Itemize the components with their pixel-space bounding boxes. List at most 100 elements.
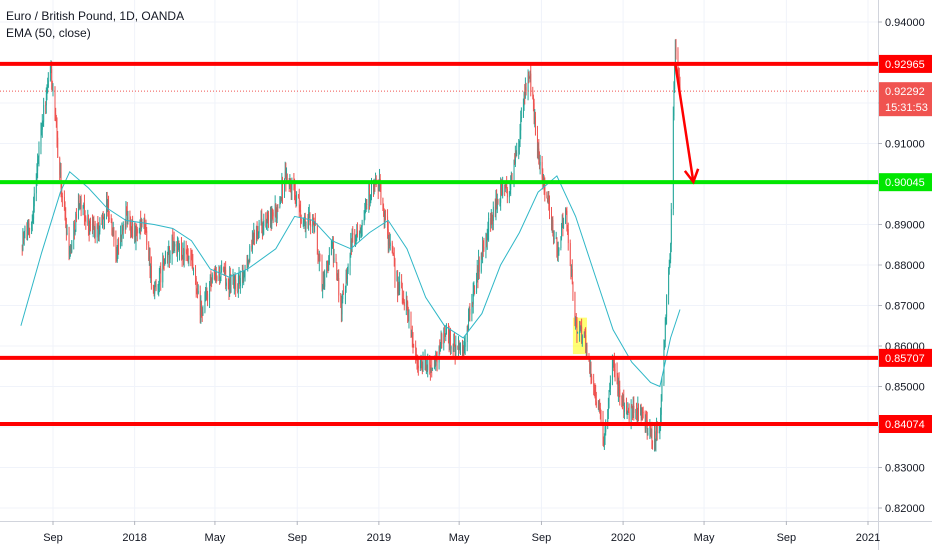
- candle-body: [84, 203, 85, 217]
- candle-body: [54, 87, 56, 114]
- candle-body: [186, 253, 188, 255]
- candle-body: [96, 225, 98, 238]
- candle-body: [388, 239, 390, 245]
- time-tick-label: 2018: [122, 532, 146, 544]
- candle-body: [468, 314, 470, 331]
- candle-body: [291, 179, 293, 191]
- candle-body: [411, 331, 413, 335]
- candle-body: [635, 409, 637, 414]
- candle-body: [195, 269, 197, 278]
- candle-body: [546, 195, 548, 199]
- candle-body: [234, 279, 236, 284]
- candle-body: [580, 326, 582, 329]
- candle-body: [632, 407, 633, 417]
- candle-body: [446, 329, 447, 335]
- horizontal-levels: 0.92965 0.90045 0.85707 0.84074: [0, 54, 932, 434]
- candle-body: [80, 198, 82, 209]
- candle-body: [463, 345, 465, 353]
- candle-body: [117, 243, 119, 251]
- candle-body: [183, 248, 185, 261]
- candle-body: [200, 305, 202, 316]
- arrow-head: [683, 168, 700, 185]
- candle-body: [23, 231, 25, 239]
- candle-body: [537, 135, 538, 153]
- candle-body: [93, 224, 95, 230]
- candle-body: [640, 410, 641, 414]
- price-tick-label: 0.82000: [885, 503, 925, 515]
- price-tick-label: 0.85000: [885, 382, 925, 394]
- candle-body: [561, 226, 563, 238]
- level-price-tag: [879, 54, 932, 73]
- candle-body: [303, 221, 305, 223]
- candle-body: [548, 196, 550, 205]
- indicator-label[interactable]: EMA (50, close): [6, 26, 91, 40]
- candle-body: [164, 258, 166, 266]
- candle-body: [351, 232, 353, 247]
- candle-body: [488, 218, 490, 232]
- candle-body: [434, 359, 436, 366]
- candle-body: [431, 368, 433, 370]
- candle-body: [83, 203, 85, 207]
- candle-body: [462, 344, 464, 355]
- candle-body: [355, 238, 357, 243]
- candle-body: [628, 410, 629, 412]
- candle-body: [668, 268, 670, 295]
- price-tick-label: 0.87000: [885, 301, 925, 313]
- candle-body: [542, 177, 544, 180]
- candle-body: [476, 278, 478, 293]
- candle-body: [584, 335, 586, 336]
- candle-body: [646, 420, 648, 435]
- candle-body: [534, 116, 536, 120]
- candle-body: [614, 369, 616, 373]
- candle-body: [377, 185, 379, 192]
- candle-body: [398, 284, 400, 291]
- candle-body: [89, 221, 91, 232]
- candle-body: [130, 221, 132, 234]
- candle-body: [595, 393, 597, 402]
- candle-body: [48, 80, 49, 88]
- candle-body: [557, 251, 559, 253]
- candle-body: [624, 405, 625, 412]
- candle-body: [670, 244, 672, 259]
- candle-body: [655, 439, 657, 442]
- candle-body: [407, 301, 409, 316]
- candle-body: [393, 253, 395, 256]
- candle-body: [88, 225, 90, 232]
- candle-body: [281, 182, 283, 200]
- candle-body: [284, 171, 286, 179]
- candle-body: [223, 271, 225, 274]
- candle-body: [378, 187, 380, 192]
- candle-body: [187, 256, 189, 260]
- candle-body: [24, 226, 26, 232]
- candle-body: [298, 198, 300, 209]
- candle-body: [515, 152, 517, 154]
- candle-body: [266, 219, 268, 222]
- candle-body: [427, 356, 429, 371]
- candle-body: [471, 302, 473, 315]
- candle-body: [225, 269, 227, 286]
- candle-body: [354, 234, 356, 244]
- candle-body: [214, 275, 216, 277]
- candle-body: [637, 406, 639, 422]
- candle-body: [99, 223, 101, 232]
- candle-body: [679, 73, 680, 85]
- candle-body: [519, 130, 521, 143]
- candle-body: [210, 277, 212, 283]
- candle-body: [567, 229, 569, 244]
- candle-body: [449, 331, 451, 345]
- symbol-title[interactable]: Euro / British Pound, 1D, OANDA: [6, 9, 185, 23]
- candle-body: [373, 182, 375, 192]
- candle-body: [557, 250, 559, 252]
- candle-body: [366, 203, 368, 205]
- candle-body: [509, 192, 510, 198]
- candle-body: [111, 218, 113, 231]
- candle-body: [218, 271, 220, 280]
- candle-body: [455, 345, 457, 355]
- candle-body: [673, 89, 675, 116]
- candle-body: [672, 115, 674, 209]
- candle-body: [579, 325, 581, 333]
- candle-body: [182, 251, 184, 260]
- candle-body: [233, 278, 235, 286]
